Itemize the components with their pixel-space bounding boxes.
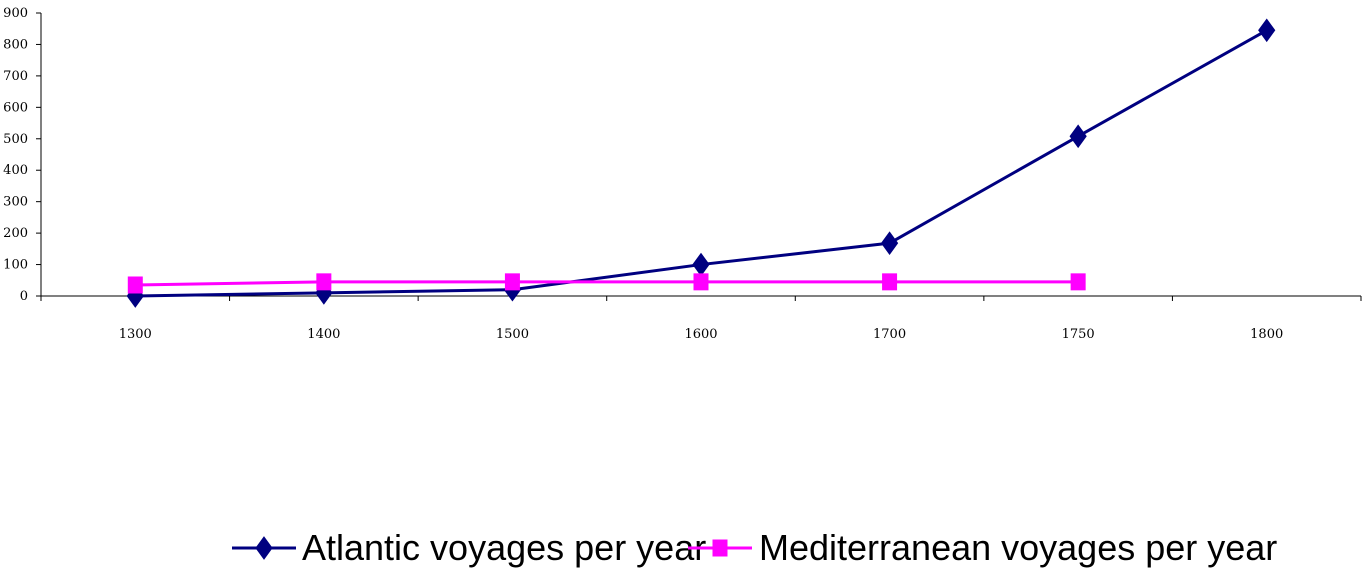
series-atlantic — [126, 18, 1276, 308]
data-point-square — [882, 273, 898, 291]
data-point-square — [504, 273, 520, 291]
data-point-diamond — [1069, 124, 1087, 149]
y-tick-label: 100 — [3, 258, 28, 273]
series-layer — [126, 18, 1276, 308]
legend-label: Mediterranean voyages per year — [759, 527, 1277, 568]
y-tick-label: 800 — [3, 37, 28, 52]
data-point-diamond — [1258, 18, 1276, 43]
y-tick-label: 900 — [3, 6, 28, 21]
series-mediterranean — [127, 273, 1086, 294]
legend-marker-square — [712, 539, 728, 557]
x-tick-label: 1800 — [1250, 327, 1283, 342]
y-tick-label: 0 — [20, 289, 28, 304]
legend-item: Mediterranean voyages per year — [688, 527, 1277, 568]
x-axis: 1300 1400 1500 1600 1700 1750 1800 — [40, 295, 1362, 342]
y-tick-label: 600 — [3, 100, 28, 115]
series-line — [135, 280, 1079, 287]
x-tick-label: 1500 — [496, 327, 529, 342]
y-tick-label: 500 — [3, 132, 28, 147]
data-point-square — [316, 273, 332, 291]
x-tick-label: 1600 — [684, 327, 717, 342]
x-tick-label: 1300 — [119, 327, 152, 342]
legend: Atlantic voyages per year Mediterranean v… — [232, 527, 1277, 568]
y-tick-label: 700 — [3, 69, 28, 84]
data-point-square — [1070, 273, 1086, 291]
data-point-square — [127, 276, 143, 294]
legend-marker-diamond — [255, 536, 273, 560]
data-point-diamond — [692, 252, 710, 277]
y-tick-label: 400 — [3, 163, 28, 178]
data-point-square — [693, 273, 709, 291]
y-tick-label: 200 — [3, 226, 28, 241]
y-axis: 0 100 200 300 400 500 600 700 800 900 — [3, 6, 42, 304]
y-tick-label: 300 — [3, 195, 28, 210]
legend-item: Atlantic voyages per year — [232, 527, 706, 568]
x-tick-label: 1400 — [307, 327, 340, 342]
legend-label: Atlantic voyages per year — [302, 527, 706, 568]
x-tick-label: 1750 — [1062, 327, 1095, 342]
data-point-diamond — [880, 231, 899, 256]
x-tick-label: 1700 — [873, 327, 906, 342]
